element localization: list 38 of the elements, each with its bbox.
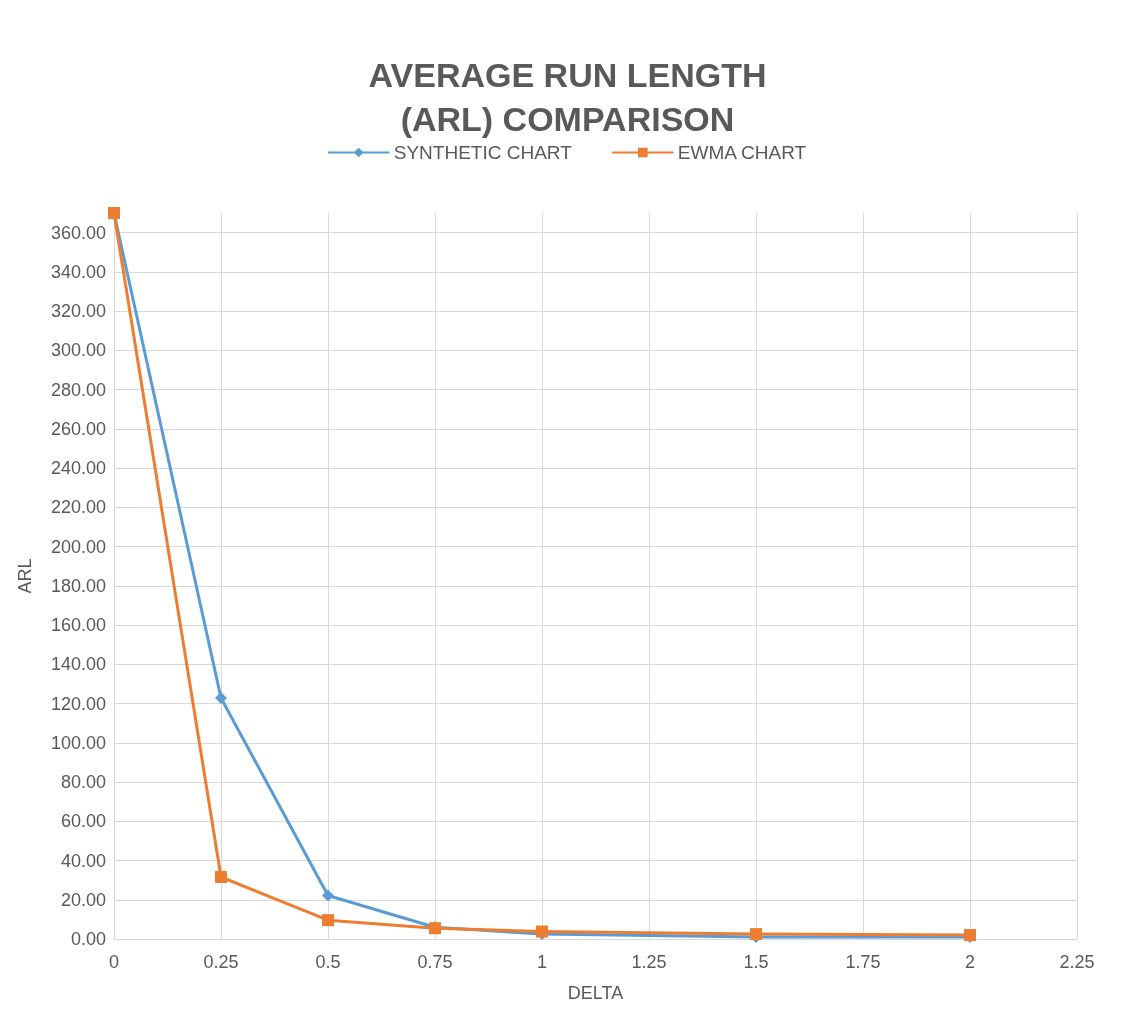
- y-tick-label: 180.00: [50, 575, 106, 596]
- y-tick-label: 320.00: [50, 301, 106, 322]
- point: [322, 914, 334, 927]
- y-tick-label: 40.00: [60, 850, 106, 871]
- chart-title: AVERAGE RUN LENGTH (ARL) COMPARISON: [368, 56, 767, 138]
- y-axis-title: ARL: [15, 558, 35, 594]
- y-tick-label: 300.00: [50, 340, 106, 361]
- x-tick-label: 1.5: [743, 952, 769, 972]
- x-tick-label: 0.5: [315, 952, 341, 972]
- x-tick-label: 1.75: [845, 952, 881, 972]
- x-tick-label: 1.25: [631, 952, 667, 972]
- y-tick-label: 340.00: [50, 261, 106, 282]
- legend-label: SYNTHETIC CHART: [393, 142, 573, 163]
- y-tick-label: 60.00: [60, 811, 106, 832]
- x-tick-label: 2: [964, 952, 976, 972]
- x-tick-label: 0: [108, 952, 120, 972]
- y-tick-label: 260.00: [50, 418, 106, 439]
- y-tick-label: 120.00: [50, 693, 106, 714]
- y-tick-label: 140.00: [50, 654, 106, 675]
- x-axis-title: DELTA: [567, 983, 624, 1003]
- x-tick-label: 2.25: [1059, 952, 1095, 972]
- legend-label: EWMA CHART: [677, 142, 807, 163]
- point: [215, 692, 227, 705]
- y-tick-label: 240.00: [50, 458, 106, 479]
- y-tick-label: 200.00: [50, 536, 106, 557]
- y-tick-label: 100.00: [50, 732, 106, 753]
- y-tick-label: 160.00: [50, 615, 106, 636]
- y-tick-label: 0.00: [70, 929, 106, 949]
- point: [322, 889, 334, 902]
- x-tick-label: 0.25: [203, 952, 239, 972]
- y-tick-label: 280.00: [50, 379, 106, 400]
- x-tick-label: 1: [536, 952, 548, 972]
- y-tick-label: 80.00: [60, 772, 106, 793]
- point: [215, 871, 227, 883]
- x-tick-label: 0.75: [417, 952, 453, 972]
- y-tick-label: 360.00: [50, 222, 106, 243]
- y-tick-label: 220.00: [50, 497, 106, 518]
- y-tick-label: 20.00: [60, 889, 106, 910]
